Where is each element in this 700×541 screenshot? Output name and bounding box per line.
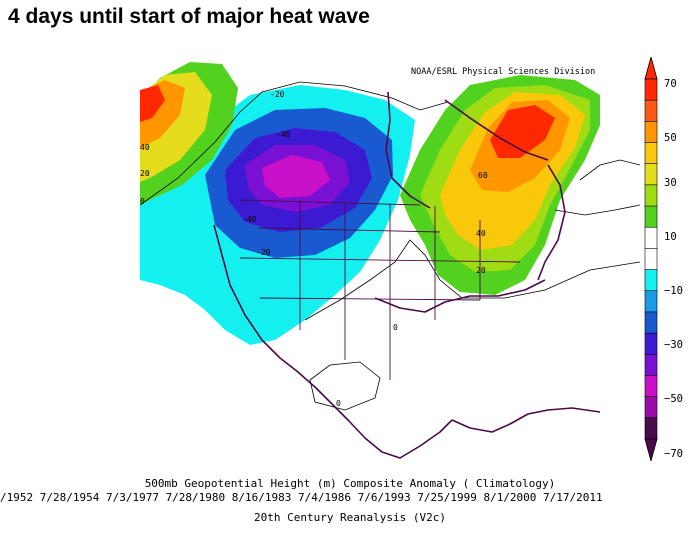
color-scale [644, 57, 658, 461]
colorbar-label: 70 [664, 78, 677, 90]
colorbar-label: −50 [664, 393, 683, 405]
contour-label: 20 [140, 169, 150, 178]
colorbar-label: 50 [664, 132, 677, 144]
caption-line-2: /1952 7/28/1954 7/3/1977 7/28/1980 8/16/… [0, 491, 603, 504]
page-title: 4 days until start of major heat wave [8, 5, 370, 28]
contour-label: -40 [276, 130, 291, 139]
colorbar-arrow-bottom [644, 438, 658, 461]
contour-label: 0 [393, 323, 398, 332]
contour-line [140, 81, 449, 206]
contour-label: -20 [256, 248, 271, 257]
contour-label: 0 [140, 197, 145, 206]
contour-label: 0 [336, 399, 341, 408]
credit-label: NOAA/ESRL Physical Sciences Division [411, 67, 596, 77]
colorbar-swatch [644, 205, 658, 228]
colorbar-swatch [644, 248, 658, 271]
colorbar-swatch [644, 396, 658, 419]
colorbar-swatch [644, 311, 658, 334]
colorbar-label: 10 [664, 231, 677, 243]
colorbar-swatch [644, 184, 658, 207]
colorbar-swatch [644, 121, 658, 144]
colorbar-label: 30 [664, 177, 677, 189]
colorbar-swatch [644, 226, 658, 250]
positive-anomaly-east-core [490, 105, 555, 158]
anomaly-map: -20 -40 -40 -20 60 40 20 0 0 0 20 40 [140, 62, 640, 459]
colorbar-swatch [644, 269, 658, 292]
contour-label: 40 [476, 229, 486, 238]
colorbar-arrow-top [644, 57, 658, 80]
coastlines [213, 91, 601, 459]
colorbar-swatch [644, 290, 658, 313]
contour-label: 20 [476, 266, 486, 275]
contour-line [579, 159, 640, 181]
colorbar-swatch [644, 417, 658, 440]
negative-anomaly-core [262, 155, 330, 198]
colorbar-swatch [644, 99, 658, 122]
colorbar-label: −70 [664, 448, 683, 460]
contour-label: -40 [242, 215, 257, 224]
positive-anomaly-pacific-4 [140, 85, 165, 122]
contour-line [309, 361, 381, 411]
colorbar-swatch [644, 332, 658, 355]
contour-line [554, 204, 640, 216]
colorbar-swatch [644, 375, 658, 398]
contour-label: 40 [140, 143, 150, 152]
colorbar-swatch [644, 142, 658, 165]
colorbar-swatch [644, 163, 658, 186]
colorbar-swatch [644, 78, 658, 101]
contour-label: 60 [478, 171, 488, 180]
caption-line-3: 20th Century Reanalysis (V2c) [253, 511, 447, 524]
contour-line [304, 239, 640, 321]
contour-label: -20 [270, 90, 285, 99]
colorbar-label: −10 [664, 285, 683, 297]
colorbar-swatch [644, 353, 658, 377]
state-borders [239, 199, 521, 380]
colorbar-label: −30 [664, 339, 683, 351]
caption-line-1: 500mb Geopotential Height (m) Composite … [144, 477, 556, 490]
